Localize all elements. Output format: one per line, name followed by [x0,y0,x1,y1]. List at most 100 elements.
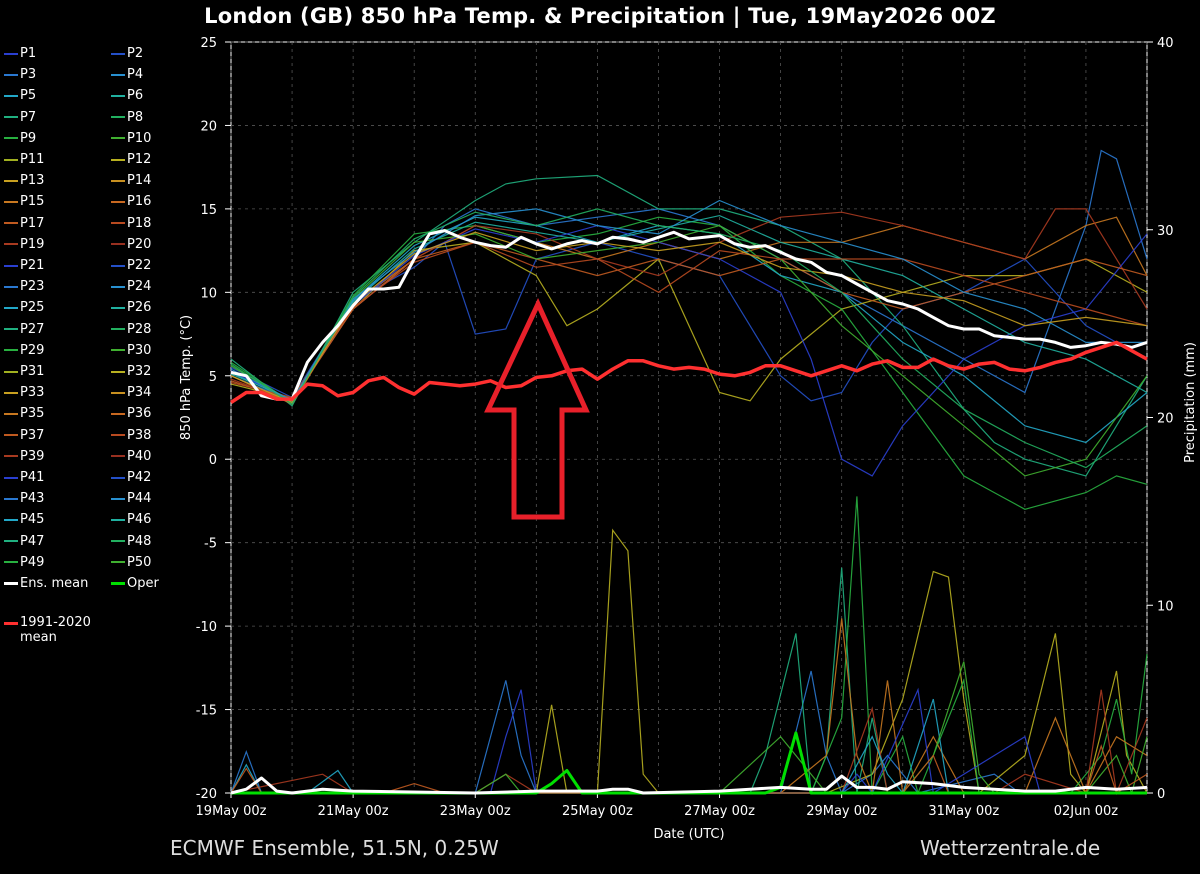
legend-label: P25 [20,300,45,316]
legend-label: P4 [127,67,144,83]
legend-item: P25 [4,300,44,315]
legend-swatch [4,243,18,246]
series-temp-line [230,229,1148,401]
legend-item: P10 [111,131,151,146]
legend-label: P45 [20,512,45,528]
y-tick-label: 5 [209,370,217,385]
legend-swatch [111,412,125,415]
legend-swatch [111,518,125,521]
legend-item: P46 [111,512,151,527]
legend-swatch [4,179,18,182]
x-tick-label: 02Jun 00z [1054,804,1119,819]
brand-label: Wetterzentrale.de [920,836,1101,860]
legend-item: P2 [111,46,143,61]
legend-swatch [111,137,125,140]
legend-swatch [111,540,125,543]
y-tick-label: 25 [200,36,217,51]
legend-swatch [4,94,18,97]
legend-item: P8 [111,110,143,125]
legend-item: P6 [111,88,143,103]
legend-label: P7 [20,109,37,125]
member-temp-line [230,216,1148,510]
legend-item: P37 [4,428,44,443]
legend-swatch [111,222,125,225]
legend-swatch [111,434,125,437]
legend-swatch [111,561,125,564]
legend-swatch [111,497,125,500]
legend-swatch [4,137,18,140]
legend-swatch [111,94,125,97]
legend-swatch [111,306,125,309]
legend-item: P32 [111,364,151,379]
legend-swatch [4,455,18,458]
y-axis-label: 850 hPa Temp. (°C) [179,315,194,440]
legend-swatch [111,52,125,55]
y-tick-label: 10 [200,286,217,301]
legend-label: P50 [127,554,152,570]
x-tick-label: 29May 00z [806,804,877,819]
legend-label: P19 [20,236,45,252]
legend-item: P35 [4,406,44,421]
legend-swatch [111,200,125,203]
legend-label: P28 [127,321,152,337]
legend-label: P2 [127,46,144,61]
member-precip-line [231,496,1148,796]
legend-swatch [4,328,18,331]
member-temp-line [230,241,1148,399]
legend-item: P50 [111,555,151,570]
legend-item: P41 [4,470,44,485]
x-axis-label: Date (UTC) [653,827,724,842]
x-tick-label: 21May 00z [318,804,389,819]
legend-swatch [4,582,18,585]
y2-tick-label: 10 [1157,599,1174,614]
legend-item: P45 [4,512,44,527]
up-arrow-icon [484,298,590,520]
legend-item: P19 [4,237,44,252]
legend-item: P12 [111,152,151,167]
legend-label: P33 [20,385,45,401]
legend-swatch [4,306,18,309]
y-tick-label: -15 [196,704,217,719]
legend-label: P9 [20,130,37,146]
y-tick-label: 0 [209,453,217,468]
legend-item: P11 [4,152,44,167]
legend-label: P47 [20,533,45,549]
legend-item: P39 [4,449,44,464]
legend-label: P39 [20,448,45,464]
legend-swatch [111,582,125,585]
legend-label: P29 [20,342,45,358]
legend-label: P32 [127,364,152,379]
series-precip-line [231,731,1147,795]
legend-label: P15 [20,194,45,210]
y-tick-label: -20 [196,787,217,802]
legend-swatch [111,370,125,373]
legend-item: P9 [4,131,36,146]
legend-item: P26 [111,300,151,315]
legend-label: P12 [127,152,152,167]
member-precip-line [231,618,1148,796]
legend-label: P40 [127,448,152,464]
legend-label: P42 [127,470,152,485]
legend-swatch [4,621,18,625]
legend-label: P8 [127,109,144,125]
legend-swatch [111,349,125,352]
legend-label: P35 [20,406,45,422]
legend-item: P33 [4,385,44,400]
y-tick-label: 15 [200,203,217,218]
legend-swatch [111,179,125,182]
legend-item: P42 [111,470,151,485]
chart-title: London (GB) 850 hPa Temp. & Precipitatio… [204,4,996,28]
legend-item: 1991-2020 mean [4,616,91,645]
y-tick-label: 20 [200,119,217,134]
legend-swatch [111,158,125,161]
legend-label: P21 [20,258,45,273]
legend-label: P27 [20,321,45,337]
legend-swatch [4,73,18,76]
legend-label: P30 [127,342,152,358]
legend-swatch [111,455,125,458]
member-temp-line [230,224,1148,477]
legend-swatch [4,200,18,203]
y2-axis-label: Precipitation (mm) [1183,342,1198,463]
y2-tick-label: 0 [1157,787,1165,802]
